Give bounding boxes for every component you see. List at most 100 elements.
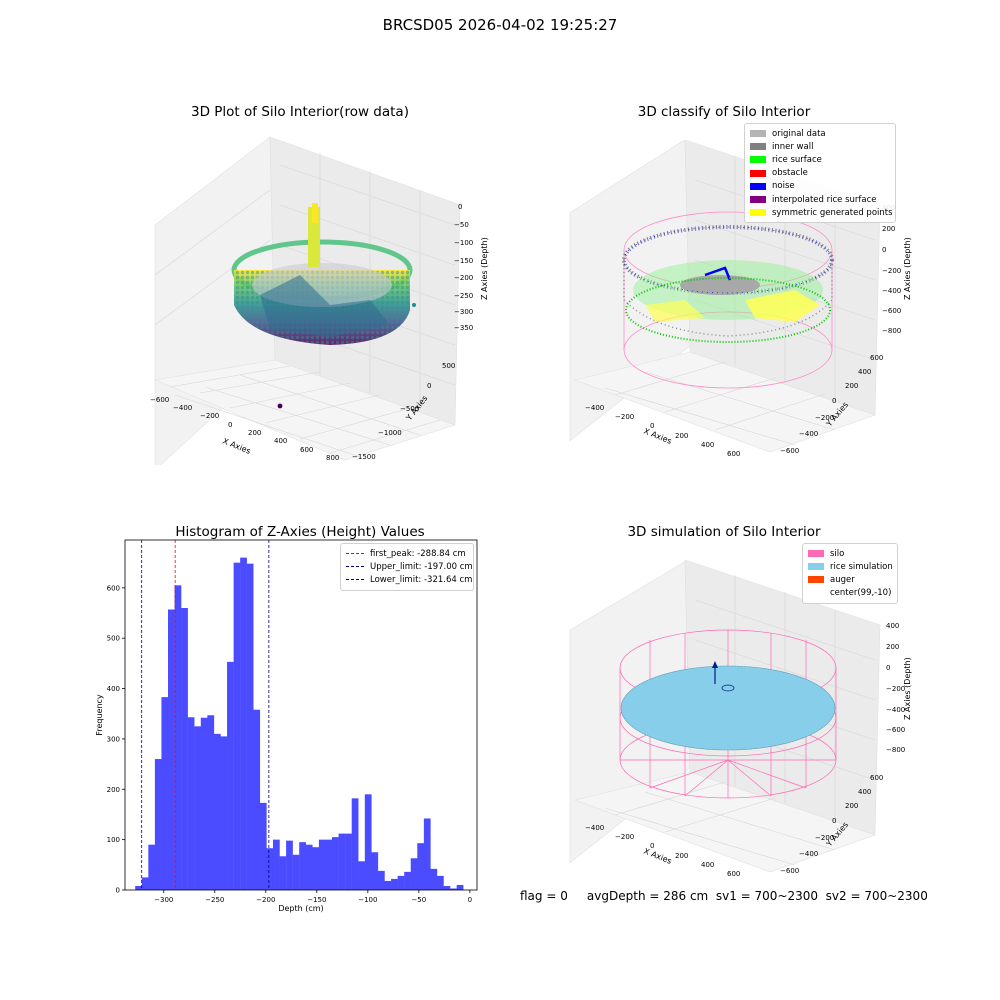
histogram-x-tick-label: −300 [154, 896, 173, 904]
histogram-bar [174, 585, 182, 890]
legend-item-obstacle: obstacle [750, 167, 890, 180]
histogram-y-tick-label: 100 [107, 836, 120, 844]
histogram-x-label: Depth (cm) [278, 904, 323, 913]
simulation-y-tick: −200 [815, 834, 834, 842]
classify-x-label: X Axies [642, 427, 673, 446]
classify-x-tick: 0 [650, 422, 654, 430]
histogram-bar [443, 885, 451, 890]
histogram-legend: first_peak: -288.84 cm Upper_limit: -197… [340, 543, 474, 591]
legend-item-interpolated-rice-surface: interpolated rice surface [750, 193, 890, 206]
classify-y-tick: 200 [845, 382, 858, 390]
histogram-bar [181, 607, 188, 890]
classify-floor-pane [573, 351, 876, 453]
histogram-y-tick-label: 600 [107, 584, 120, 592]
histogram-y-ticks: 0 100 200 300 400 500 600 [107, 584, 125, 895]
histogram-bar [240, 557, 247, 890]
raw-z-tick: −100 [454, 239, 473, 247]
histogram-bar [430, 868, 438, 890]
histogram-bar [272, 839, 280, 890]
classify-plot-title: 3D classify of Silo Interior [637, 104, 811, 120]
histogram-bar [207, 715, 215, 890]
simulation-gridlines [604, 575, 876, 866]
raw-z-tick: −150 [454, 257, 473, 265]
simulation-z-tick: −200 [886, 685, 905, 693]
histogram-bar [286, 840, 293, 890]
histogram-bar [168, 609, 175, 890]
raw-3d-plot: −600 −400 −200 0 200 400 600 800 −1500 −… [150, 136, 489, 465]
histogram-bar [135, 885, 142, 890]
simulation-x-tick: −200 [615, 833, 634, 841]
legend-item-rice-simulation: rice simulation [808, 560, 893, 573]
simulation-floor-pane [573, 771, 876, 873]
raw-z-tick: −50 [454, 221, 469, 229]
raw-z-label: Z Axies (Depth) [480, 237, 489, 300]
histogram-bar [279, 856, 287, 890]
classify-x-tick: 200 [675, 432, 688, 440]
classify-x-tick: 600 [727, 450, 740, 458]
histogram-bar [246, 563, 254, 890]
simulation-z-tick: 0 [886, 664, 890, 672]
raw-y-tick: 0 [427, 382, 431, 390]
classify-y-tick: −200 [815, 414, 834, 422]
histogram-bar [259, 802, 267, 890]
raw-y-tick: −500 [400, 405, 419, 413]
histogram-x-tick-label: −200 [256, 896, 275, 904]
simulation-rice-surface [620, 665, 836, 751]
simulation-z-label: Z Axies (Depth) [903, 657, 912, 720]
classify-y-tick: −600 [780, 447, 799, 455]
histogram-bar [299, 842, 306, 890]
classify-z-tick: −200 [882, 267, 901, 275]
histogram-bar [377, 870, 385, 890]
histogram-bar [154, 759, 162, 890]
simulation-3d-plot: −400 −200 0 200 400 600 −600 −400 −200 0… [569, 560, 912, 878]
histogram-x-tick-label: 0 [468, 896, 472, 904]
histogram-bar [338, 833, 346, 890]
histogram-x-tick-label: −250 [205, 896, 224, 904]
raw-y-tick: −1500 [352, 453, 376, 461]
simulation-auger [712, 661, 735, 692]
classify-z-tick: 200 [882, 225, 895, 233]
raw-x-tick: 800 [326, 454, 339, 462]
status-text: flag = 0 avgDepth = 286 cm sv1 = 700~230… [520, 889, 928, 903]
simulation-x-tick: −400 [585, 824, 604, 832]
simulation-z-tick: −800 [886, 746, 905, 754]
simulation-y-tick: −600 [780, 867, 799, 875]
simulation-y-tick: 200 [845, 802, 858, 810]
histogram-bar [391, 878, 398, 890]
histogram-axes-frame [124, 539, 478, 891]
histogram-y-tick-label: 400 [107, 685, 120, 693]
histogram-x-tick-label: −50 [411, 896, 426, 904]
legend-item-original-data: original data [750, 127, 890, 140]
simulation-z-tick: −400 [886, 706, 905, 714]
histogram-y-label: Frequency [95, 694, 104, 736]
histogram-x-ticks: −300 −250 −200 −150 −100 −50 0 [154, 890, 472, 904]
raw-x-tick: 400 [274, 437, 287, 445]
simulation-z-tick: −600 [886, 726, 905, 734]
histogram-bar [187, 717, 195, 890]
raw-x-tick: −600 [150, 396, 169, 404]
raw-x-tick: −400 [173, 404, 192, 412]
histogram-bar [364, 794, 372, 890]
histogram-bar [266, 848, 274, 890]
histogram-bar [305, 844, 313, 890]
histogram-bar [213, 733, 221, 890]
figure-title: BRCSD05 2026-04-02 19:25:27 [382, 16, 618, 34]
raw-floor-pane [153, 359, 456, 461]
simulation-x-label: X Axies [642, 847, 673, 866]
histogram-bar [351, 798, 359, 890]
simulation-y-tick: −400 [799, 850, 818, 858]
legend-item-rice-surface: rice surface [750, 153, 890, 166]
histogram-bar [358, 861, 366, 890]
simulation-y-tick: 400 [858, 788, 871, 796]
simulation-z-tick: 400 [886, 622, 899, 630]
classify-point-cloud [622, 211, 834, 389]
raw-y-tick: −1000 [378, 429, 402, 437]
legend-item-auger: auger [808, 573, 892, 586]
histogram-bar [325, 839, 333, 890]
histogram-reference-lines [141, 540, 270, 890]
raw-plot-title: 3D Plot of Silo Interior(row data) [191, 104, 409, 120]
legend-item-lower-limit: Lower_limit: -321.64 cm [346, 573, 472, 586]
simulation-x-tick: 400 [701, 861, 714, 869]
histogram-bar [417, 843, 425, 890]
histogram-y-tick-label: 0 [116, 887, 120, 895]
